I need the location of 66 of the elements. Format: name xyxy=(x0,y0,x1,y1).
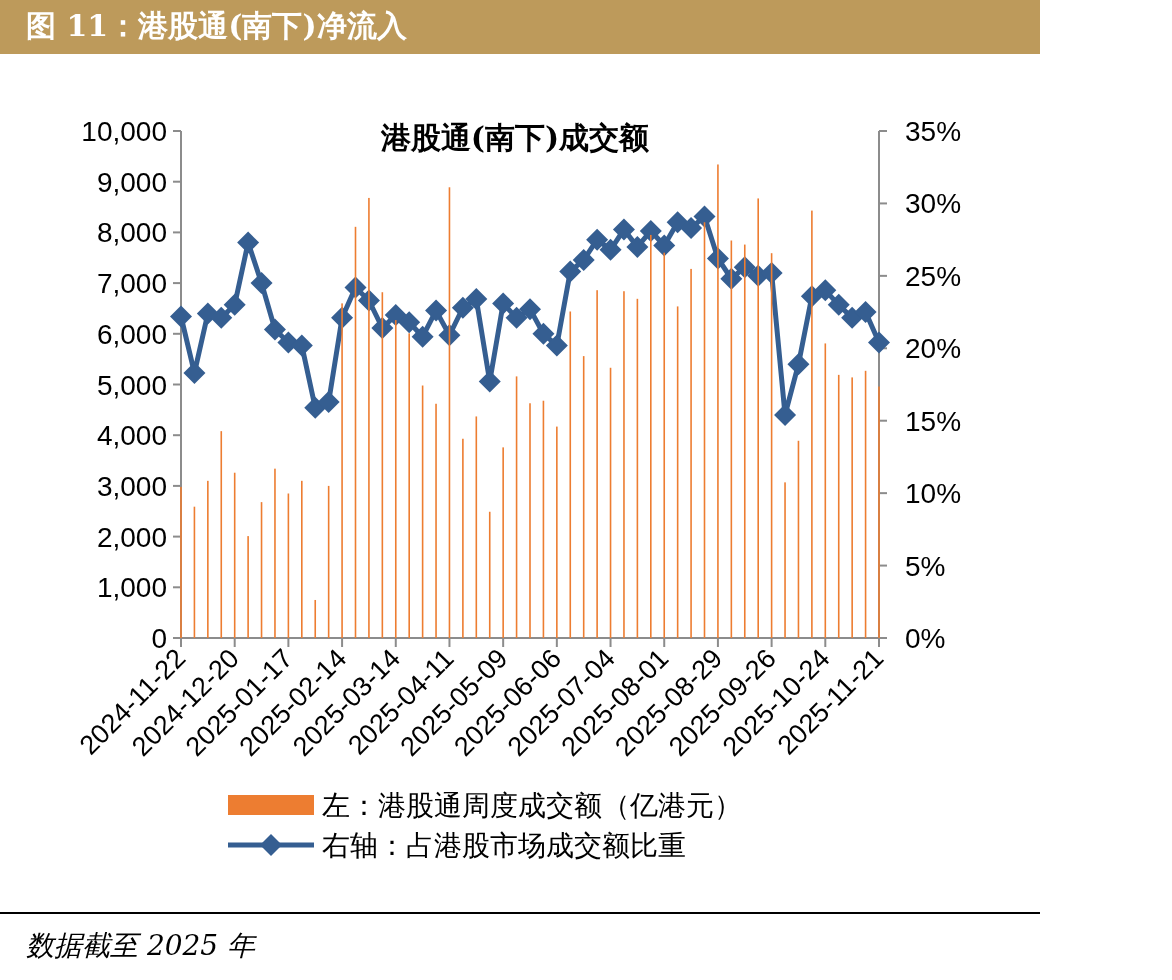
y-tick-label: 8,000 xyxy=(96,217,167,249)
y2-tick-label: 30% xyxy=(905,188,962,220)
y-tick-label: 3,000 xyxy=(96,470,167,502)
point xyxy=(210,306,233,329)
point xyxy=(814,279,837,302)
point xyxy=(344,276,367,299)
point xyxy=(492,292,515,315)
point xyxy=(384,303,407,326)
y-tick-label: 6,000 xyxy=(96,318,167,350)
y2-tick-label: 25% xyxy=(905,260,962,292)
point xyxy=(371,317,394,340)
point xyxy=(841,306,864,329)
point xyxy=(639,219,662,242)
point xyxy=(626,235,649,258)
point xyxy=(465,288,488,311)
point xyxy=(304,396,327,419)
point xyxy=(868,331,890,354)
point xyxy=(653,234,676,257)
point xyxy=(451,296,474,319)
y-tick-label: 4,000 xyxy=(96,420,167,452)
y-tick-label: 0 xyxy=(151,623,167,654)
point xyxy=(612,218,635,241)
y-tick-label: 10,000 xyxy=(81,116,167,147)
point xyxy=(170,305,192,328)
y2-tick-label: 35% xyxy=(905,116,962,147)
point xyxy=(693,205,716,228)
y-tick-label: 1,000 xyxy=(96,572,167,604)
point xyxy=(586,228,609,251)
y2-tick-label: 15% xyxy=(905,405,962,437)
y2-tick-label: 5% xyxy=(905,550,946,582)
point xyxy=(559,260,582,283)
point xyxy=(411,325,434,348)
point xyxy=(666,211,689,234)
point xyxy=(827,293,850,316)
y2-tick-label: 20% xyxy=(905,333,962,365)
point xyxy=(290,334,313,357)
point xyxy=(572,248,595,271)
point xyxy=(317,390,340,413)
point xyxy=(438,324,461,347)
point xyxy=(787,353,810,376)
point xyxy=(545,334,568,357)
point xyxy=(223,293,246,316)
point xyxy=(398,311,421,334)
y-tick-label: 7,000 xyxy=(96,268,167,300)
point xyxy=(425,299,448,322)
point xyxy=(854,301,877,324)
point xyxy=(505,306,528,329)
text: 数据截至 2025 年 xyxy=(26,929,258,962)
point xyxy=(532,322,555,345)
point xyxy=(519,298,541,321)
chart-subtitle: 港股通(南下)成交额 xyxy=(379,120,650,155)
point xyxy=(760,261,783,284)
legend-label: 右轴：占港股市场成交额比重 xyxy=(322,829,686,862)
chart-title: 图 11：港股通(南下)净流入 xyxy=(26,8,408,43)
y2-tick-label: 10% xyxy=(905,478,962,510)
point xyxy=(720,267,743,290)
y-tick-label: 5,000 xyxy=(96,369,167,401)
y-tick-label: 2,000 xyxy=(96,521,167,553)
y2-tick-label: 0% xyxy=(905,623,946,654)
point xyxy=(263,318,286,341)
point xyxy=(237,231,260,254)
y-tick-label: 9,000 xyxy=(96,166,167,198)
point xyxy=(250,272,273,295)
legend-label: 左：港股通周度成交额（亿港元） xyxy=(322,789,742,822)
point xyxy=(680,217,703,240)
point xyxy=(599,238,622,261)
